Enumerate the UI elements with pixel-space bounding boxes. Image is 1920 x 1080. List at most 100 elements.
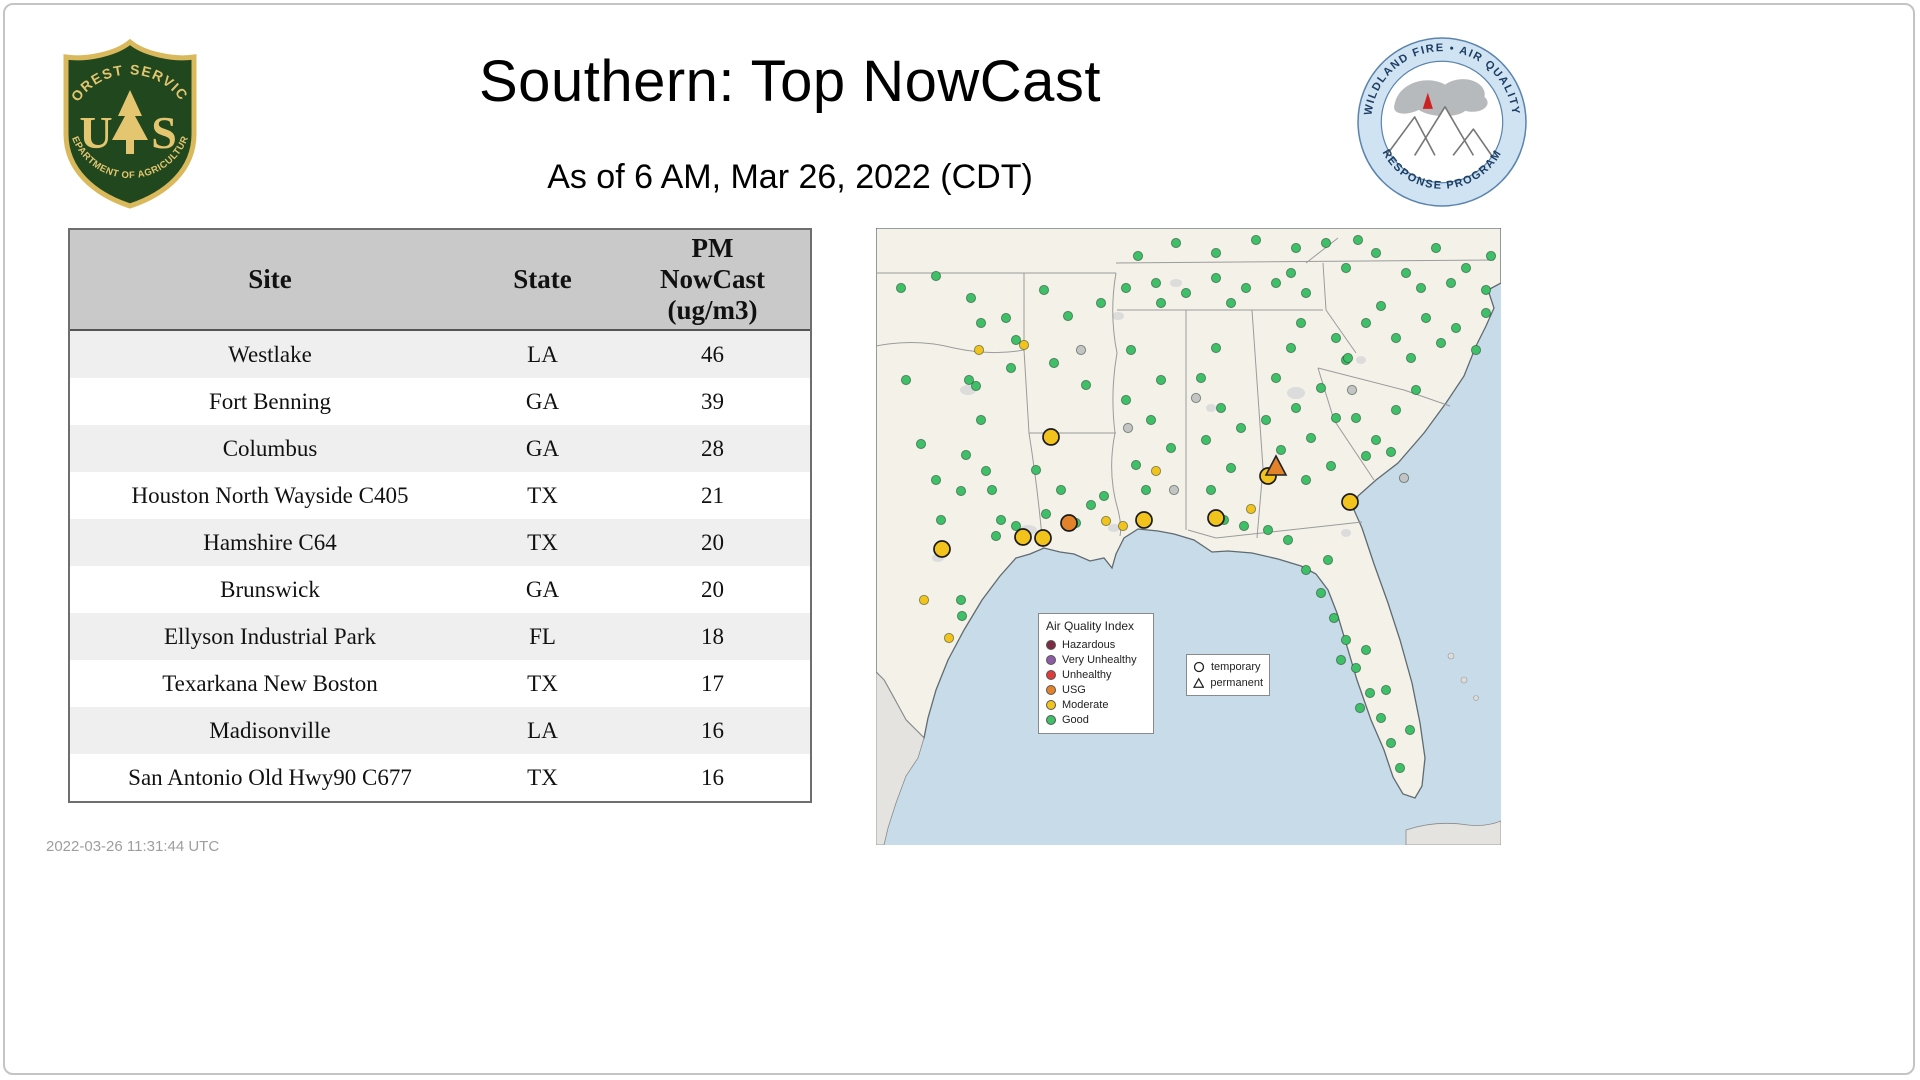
monitor-marker-good [1350,662,1362,674]
monitor-marker-good [1385,737,1397,749]
monitor-marker-good [1120,394,1132,406]
monitor-marker-usg [1060,514,1078,532]
monitor-marker-good [1165,442,1177,454]
monitor-marker-good [1410,384,1422,396]
monitor-marker-gray [1346,384,1358,396]
monitor-marker-mod [1042,428,1060,446]
table-header-row: Site State PM NowCast (ug/m3) [70,230,810,331]
monitor-marker-mod [1014,528,1032,546]
aqi-color-dot [1046,699,1056,710]
monitor-marker-good [1470,344,1482,356]
monitor-marker-good [1360,644,1372,656]
table-cell-pm: 21 [701,482,724,508]
aqi-legend-label: Good [1062,713,1089,726]
table-cell-state: LA [527,717,558,743]
aqi-map: Air Quality Index Hazardous Very Unhealth… [876,228,1501,845]
monitor-marker-good [1125,344,1137,356]
table-cell-state: TX [527,482,558,508]
monitor-marker-good [1430,242,1442,254]
monitor-marker-good [1195,372,1207,384]
monitor-marker-mod [943,632,955,644]
monitor-marker-mod [1207,509,1225,527]
table-cell-pm: 17 [701,670,724,696]
table-cell-pm: 28 [701,435,724,461]
table-cell-site: San Antonio Old Hwy90 C677 [128,764,412,790]
aqi-color-dot [1046,669,1056,680]
monitor-marker-good [1342,352,1354,364]
monitor-marker-good [1155,374,1167,386]
column-header-state: State [513,264,572,294]
monitor-marker-good [1048,357,1060,369]
table-cell-pm: 20 [701,576,724,602]
table-cell-state: GA [525,388,560,414]
monitor-marker-mod [1018,339,1030,351]
monitor-marker-good [1000,312,1012,324]
table-row: Hamshire C64 TX 20 [70,519,810,566]
table-body: Westlake LA 46 Fort Benning GA 39 Columbus GA 28… [70,331,810,801]
table-row: Westlake LA 46 [70,331,810,378]
aqi-legend-title: Air Quality Index [1046,619,1135,633]
legend-temporary-label: temporary [1211,661,1261,673]
monitor-marker-good [930,270,942,282]
monitor-marker-good [1010,520,1022,532]
monitor-marker-good [1210,342,1222,354]
table-cell-site: Houston North Wayside C405 [131,482,409,508]
monitor-marker-mod [1150,465,1162,477]
monitor-marker-good [1040,508,1052,520]
monitor-marker-gray [1190,392,1202,404]
monitor-marker-good [986,484,998,496]
table-cell-site: Ellyson Industrial Park [163,623,377,649]
monitor-marker-good [1238,520,1250,532]
marker-type-legend: temporary permanent [1186,654,1270,696]
table-cell-site: Madisonville [209,717,331,743]
table-cell-site: Fort Benning [208,388,332,414]
wfaqrp-logo: WILDLAND FIRE • AIR QUALITY RESPONSE PRO… [1357,37,1527,207]
monitor-marker-good [1404,724,1416,736]
monitor-marker-good [1200,434,1212,446]
aqi-legend-label: Hazardous [1062,638,1116,651]
table-cell-site: Brunswick [220,576,320,602]
monitor-marker-good [955,594,967,606]
monitor-marker-good [1085,499,1097,511]
monitor-marker-good [1328,612,1340,624]
monitor-marker-good [1038,284,1050,296]
monitor-marker-good [1285,342,1297,354]
aqi-legend-item: Hazardous [1046,637,1146,652]
aqi-legend: Air Quality Index Hazardous Very Unhealth… [1038,613,1154,734]
monitor-marker-good [1390,332,1402,344]
monitor-marker-good [1140,484,1152,496]
monitor-marker-good [1005,362,1017,374]
monitor-marker-good [1315,382,1327,394]
aqi-legend-item: USG [1046,682,1146,697]
monitor-marker-good [1325,460,1337,472]
table-row: Ellyson Industrial Park FL 18 [70,613,810,660]
monitor-marker-good [1132,250,1144,262]
land-cuba [1405,820,1501,845]
monitor-markers-layer [895,234,1497,774]
monitor-marker-mod [1034,529,1052,547]
table-cell-state: TX [527,529,558,555]
monitor-marker-good [1170,237,1182,249]
monitor-marker-good [1010,334,1022,346]
table-row: Fort Benning GA 39 [70,378,810,425]
monitor-marker-mod [1135,511,1153,529]
aqi-color-dot [1046,654,1056,665]
monitor-marker-good [1390,404,1402,416]
table-cell-state: GA [525,435,560,461]
monitor-marker-good [1380,684,1392,696]
table-cell-site: Westlake [228,341,312,367]
map-svg [876,228,1501,845]
aqi-legend-items: Hazardous Very Unhealthy Unhealthy USG Moder… [1046,637,1146,727]
monitor-marker-good [1270,277,1282,289]
monitor-marker-mod [933,540,951,558]
monitor-marker-mod [1341,493,1359,511]
monitor-marker-good [1180,287,1192,299]
monitor-marker-good [1460,262,1472,274]
monitor-marker-good [1225,462,1237,474]
land-southeast-us [876,228,1501,799]
legend-permanent: permanent [1193,675,1263,691]
monitor-marker-good [975,414,987,426]
aqi-legend-item: Unhealthy [1046,667,1146,682]
monitor-marker-good [1480,284,1492,296]
monitor-marker-gray [1122,422,1134,434]
